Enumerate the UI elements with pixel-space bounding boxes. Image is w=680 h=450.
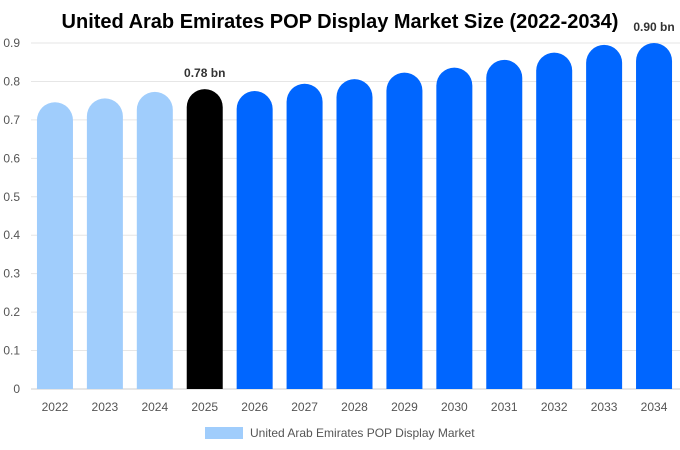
- y-tick-label: 0.3: [3, 267, 20, 281]
- data-label-2025: 0.78 bn: [184, 66, 225, 80]
- legend: United Arab Emirates POP Display Market: [205, 426, 475, 440]
- chart-title: United Arab Emirates POP Display Market …: [62, 11, 619, 33]
- bar-2031: [486, 59, 523, 390]
- x-tick-label: 2025: [191, 400, 218, 414]
- bar-2026: [236, 91, 273, 390]
- y-tick-label: 0.4: [3, 228, 20, 242]
- bar-2027: [286, 83, 323, 390]
- x-axis: 2022 2023 2024 2025 2026 2027 2028 2029 2030 2031…: [42, 400, 668, 414]
- bar-2022: [36, 102, 73, 390]
- bar-2024: [136, 91, 173, 389]
- bar-2028: [336, 79, 373, 389]
- x-tick-label: 2026: [241, 400, 268, 414]
- legend-swatch: [205, 427, 243, 439]
- bar-2025: [186, 89, 223, 389]
- bar-2023: [86, 98, 123, 390]
- data-label-2034: 0.90 bn: [633, 20, 674, 34]
- x-tick-label: 2033: [591, 400, 618, 414]
- x-tick-label: 2022: [42, 400, 69, 414]
- y-tick-label: 0.1: [3, 344, 20, 358]
- x-tick-label: 2027: [291, 400, 318, 414]
- bar-2030: [436, 67, 473, 390]
- bar-2032: [536, 52, 573, 389]
- x-tick-label: 2023: [92, 400, 119, 414]
- y-tick-label: 0.8: [3, 74, 20, 88]
- x-tick-label: 2032: [541, 400, 568, 414]
- y-tick-label: 0.5: [3, 190, 20, 204]
- data-labels: 0.78 bn 0.90 bn: [184, 20, 675, 80]
- x-tick-label: 2034: [641, 400, 668, 414]
- y-axis: 0 0.1 0.2 0.3 0.4 0.5 0.6 0.7 0.8 0.9: [3, 36, 20, 396]
- bars: [36, 43, 673, 390]
- bar-2029: [386, 72, 423, 389]
- y-tick-label: 0: [13, 382, 20, 396]
- y-tick-label: 0.2: [3, 305, 20, 319]
- x-tick-label: 2024: [141, 400, 168, 414]
- y-tick-label: 0.9: [3, 36, 20, 50]
- bar-2034: [636, 43, 673, 389]
- bar-2033: [586, 44, 623, 389]
- x-tick-label: 2030: [441, 400, 468, 414]
- x-tick-label: 2031: [491, 400, 518, 414]
- x-tick-label: 2028: [341, 400, 368, 414]
- x-tick-label: 2029: [391, 400, 418, 414]
- y-tick-label: 0.7: [3, 113, 20, 127]
- y-tick-label: 0.6: [3, 151, 20, 165]
- legend-label: United Arab Emirates POP Display Market: [250, 426, 475, 440]
